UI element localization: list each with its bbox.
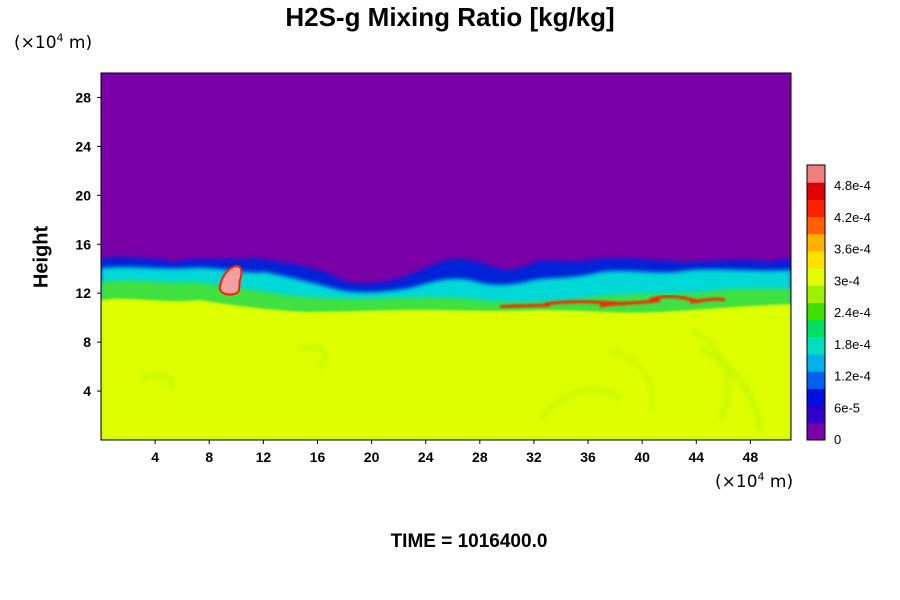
- colorbar-segment: [807, 302, 825, 321]
- y-unit-exponent: 4: [56, 31, 64, 45]
- x-tick-label: 48: [743, 449, 759, 465]
- y-unit-prefix: (×10: [14, 33, 57, 53]
- hot-streak-3: [689, 297, 726, 304]
- y-tick-label: 28: [75, 89, 91, 105]
- x-unit-exponent: 4: [757, 470, 765, 484]
- field-lower-region: [101, 298, 791, 440]
- colorbar-segment: [807, 250, 825, 269]
- x-tick-label: 36: [580, 449, 596, 465]
- colorbar-segment: [807, 388, 825, 407]
- plot-frame: [100, 72, 792, 441]
- y-unit-suffix: m): [63, 33, 93, 53]
- x-tick-label: 4: [151, 449, 159, 465]
- colorbar-label: 1.2e-4: [834, 369, 871, 384]
- colorbar-label: 2.4e-4: [834, 305, 871, 320]
- chart-title: H2S-g Mixing Ratio [kg/kg]: [285, 2, 615, 32]
- colorbar-labels: 4.8e-4 4.2e-4 3.6e-4 3e-4 2.4e-4 1.8e-4 1.2e-4…: [834, 178, 871, 447]
- hot-streak-1: [599, 298, 661, 308]
- hot-streak-4: [499, 303, 551, 309]
- y-axis-ticks: 4 8 12 16 20 24 28: [75, 89, 101, 399]
- y-tick-label: 12: [75, 285, 91, 301]
- swirl-2: [537, 386, 623, 422]
- x-tick-label: 24: [418, 449, 434, 465]
- y-tick-label: 20: [75, 187, 91, 203]
- x-tick-label: 16: [310, 449, 326, 465]
- colorbar-segment: [807, 422, 825, 441]
- x-unit-label: (×104 m): [715, 470, 794, 492]
- x-tick-label: 40: [634, 449, 650, 465]
- swirl-1: [298, 343, 329, 371]
- x-tick-label: 8: [205, 449, 213, 465]
- colorbar-segment: [807, 354, 825, 372]
- swirl-4: [698, 347, 763, 431]
- colorbar-segment: [807, 233, 825, 252]
- colorbar-segment: [807, 199, 825, 218]
- colorbar-segment: [807, 165, 825, 183]
- x-tick-label: 20: [364, 449, 380, 465]
- x-unit-prefix: (×10: [715, 472, 758, 492]
- x-axis-ticks: 4 8 12 16 20 24 28 32 36 40 44 48: [151, 440, 758, 465]
- time-label: TIME = 1016400.0: [390, 531, 548, 552]
- colorbar-segment: [807, 336, 825, 355]
- colorbar-label: 4.8e-4: [834, 178, 871, 193]
- colorbar-label: 3e-4: [834, 273, 860, 288]
- colorbar-label: 6e-5: [834, 400, 860, 415]
- colorbar-segment: [807, 268, 825, 286]
- y-tick-label: 24: [75, 138, 91, 154]
- x-tick-label: 28: [472, 449, 488, 465]
- colorbar-segment: [807, 405, 825, 424]
- colorbar-segment: [807, 371, 825, 389]
- x-unit-suffix: m): [764, 472, 794, 492]
- swirl-5: [609, 347, 656, 411]
- x-tick-label: 44: [689, 449, 705, 465]
- colorbar-segment: [807, 182, 825, 200]
- y-unit-label: (×104 m): [14, 31, 93, 53]
- colorbar-frame: [806, 164, 826, 441]
- field-hot-streaks: [499, 294, 726, 309]
- field-swirls: [138, 327, 763, 431]
- x-tick-label: 32: [526, 449, 542, 465]
- y-tick-label: 16: [75, 236, 91, 252]
- x-tick-label: 12: [256, 449, 272, 465]
- colorbar-segment: [807, 216, 825, 235]
- colorbar-segment: [807, 285, 825, 303]
- colorbar-label: 4.2e-4: [834, 210, 871, 225]
- field-hot-blob: [218, 264, 243, 296]
- colorbar-segment: [807, 319, 825, 338]
- swirl-0: [138, 372, 176, 392]
- y-tick-label: 4: [83, 383, 91, 399]
- colorbar-label: 1.8e-4: [834, 337, 871, 352]
- colorbar: [806, 164, 826, 441]
- y-tick-label: 8: [83, 334, 91, 350]
- colorbar-label: 3.6e-4: [834, 242, 871, 257]
- heatmap-field: [101, 73, 791, 440]
- colorbar-label: 0: [834, 432, 841, 447]
